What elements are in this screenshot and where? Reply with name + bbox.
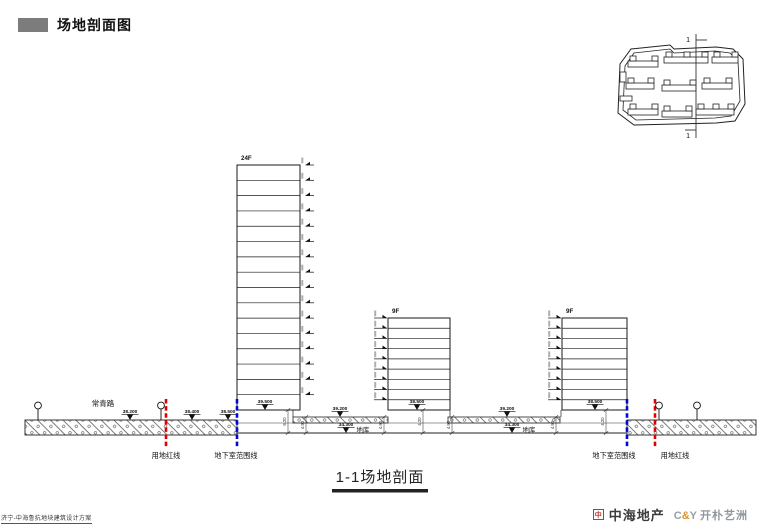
svg-text:4.90: 4.90 [550,420,555,429]
depth-dimension: 5.20 [282,407,291,436]
brand-cy-name: 开朴艺洲 [700,509,748,522]
brand-zhonghai: 中海地产 [608,508,665,523]
building-label: 24F [241,155,252,162]
depth-dimension: 4.90 [300,414,309,436]
basement-label: 地库 [523,425,536,434]
road-label: 常青路 [92,398,115,408]
zhonghai-logo-icon: 中 [592,509,604,520]
section-mark-bottom: 1 [686,133,690,140]
brand-cy-c: C [673,509,682,522]
elevation-marker: 39.200 [498,406,516,417]
brand-logos: 中 中海地产 C&Y 开朴艺洲 [592,505,748,524]
elevation-marker: 39.200 [331,406,349,417]
title-swatch [18,18,48,32]
drawing-dynamic-layer: 24F 9F 9F 38.200 38.400 38.500 39.500 39.200 34.… [34,155,701,460]
brand-cy: C&Y 开朴艺洲 [674,507,748,523]
boundary-line-label: 用地红线 [661,451,690,460]
basement-label: 地库 [357,425,370,434]
street-lamp-icon [655,401,663,420]
brand-cy-amp: & [681,509,690,522]
boundary-line-label: 地下室范围线 [214,451,257,460]
building-9f: 9F [374,308,451,411]
depth-dimension: 4.90 [378,414,387,436]
footer-project-name: 济宁-中海鲁抗地块建筑设计方案 [1,513,92,524]
depth-dimension: 4.20 [417,407,426,436]
building-label: 9F [392,308,399,315]
depth-dimension: 4.90 [446,414,455,436]
depth-dimension: 4.90 [550,414,559,436]
elevation-marker: 38.500 [219,409,237,420]
boundary-line-label: 用地红线 [152,451,181,460]
right-ground-hatch [626,419,757,436]
caption-text: 1-1场地剖面 [332,466,429,489]
brand-cy-y: Y [689,509,697,522]
svg-text:4.20: 4.20 [600,417,605,426]
road-ground-hatch [24,419,238,436]
boundary-line-label: 地下室范围线 [592,451,635,460]
svg-text:39.200: 39.200 [333,406,348,412]
elevation-marker: 38.500 [408,399,426,410]
svg-text:38.400: 38.400 [185,409,200,415]
ground-steps [292,410,562,417]
site-plan-inset: 1 1 [617,34,746,140]
street-lamp-icon [693,401,701,420]
building-24f: 24F [236,155,314,411]
page-title: 场地剖面图 [57,17,132,33]
building-9f: 9F [548,308,628,411]
svg-text:38.500: 38.500 [221,409,236,415]
svg-text:38.500: 38.500 [588,399,603,405]
svg-text:34.300: 34.300 [505,422,520,428]
elevation-marker: 38.500 [586,399,604,410]
svg-text:4.90: 4.90 [446,420,451,429]
section-mark-top: 1 [686,37,690,44]
street-lamp-icon [157,401,165,420]
page-header: 场地剖面图 [18,15,132,35]
svg-text:38.200: 38.200 [123,409,138,415]
svg-text:39.500: 39.500 [258,399,273,405]
ground-geometry [24,410,757,436]
elevation-marker: 38.400 [183,409,201,420]
elevation-marker: 38.200 [121,409,139,420]
section-line-mark [685,34,707,138]
street-lamp-icon [34,401,42,420]
building-label: 9F [566,308,573,315]
svg-text:5.20: 5.20 [282,417,287,426]
svg-text:38.500: 38.500 [410,399,425,405]
drawing-caption: 1-1场地剖面 [0,466,760,489]
site-boundary-outer [617,44,746,126]
svg-text:4.20: 4.20 [417,417,422,426]
elevation-marker: 39.500 [256,399,274,410]
svg-text:4.90: 4.90 [300,420,305,429]
svg-text:34.300: 34.300 [339,422,354,428]
svg-text:4.90: 4.90 [378,420,383,429]
site-plan-buildings [619,51,739,118]
svg-text:39.200: 39.200 [500,406,515,412]
depth-dimension: 4.20 [600,407,609,436]
